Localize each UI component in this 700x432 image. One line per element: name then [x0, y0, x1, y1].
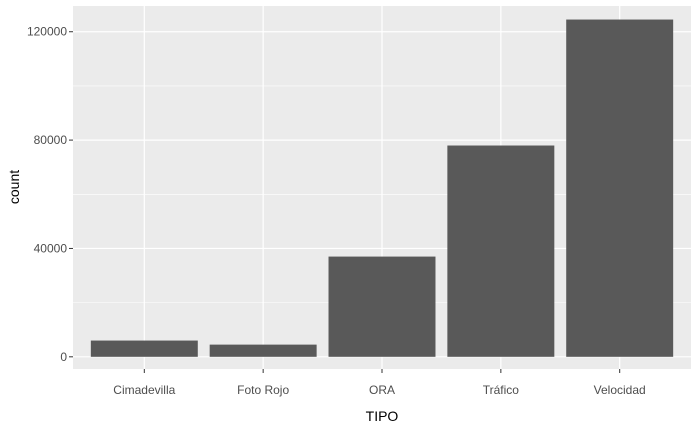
bars: [90, 19, 674, 357]
y-tick-label: 80000: [34, 133, 68, 147]
bar: [209, 344, 317, 357]
y-tick-label: 40000: [34, 241, 68, 255]
x-axis-title: TIPO: [366, 408, 399, 424]
x-tick-label: Foto Rojo: [237, 383, 289, 397]
x-tick-label: Tráfico: [483, 383, 520, 397]
y-axis-title: count: [6, 170, 22, 204]
bar: [90, 340, 198, 357]
x-tick-label: Velocidad: [594, 383, 646, 397]
x-tick-label: ORA: [369, 383, 395, 397]
y-axis-ticks: 0 40000 80000 120000: [27, 25, 73, 364]
x-tick-label: Cimadevilla: [113, 383, 175, 397]
x-axis-ticks: Cimadevilla Foto Rojo ORA Tráfico Velocidad: [113, 369, 646, 397]
y-tick-label: 120000: [27, 25, 67, 39]
bar: [447, 145, 555, 357]
bar: [328, 256, 436, 357]
bar: [566, 19, 674, 357]
y-tick-label: 0: [60, 350, 67, 364]
